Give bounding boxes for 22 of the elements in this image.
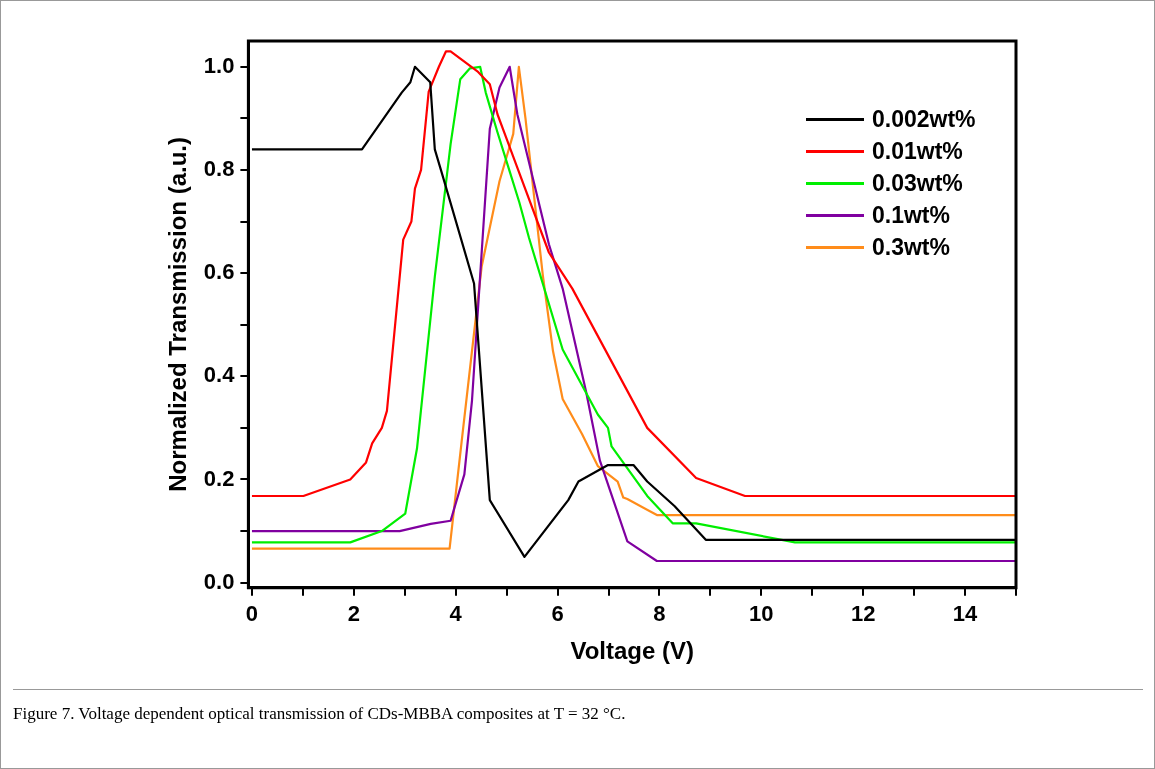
legend-label: 0.3wt% — [872, 233, 950, 261]
legend-label: 0.1wt% — [872, 201, 950, 229]
legend-label: 0.03wt% — [872, 169, 963, 197]
y-tick-label: 0.4 — [203, 362, 236, 388]
legend-label: 0.01wt% — [872, 137, 963, 165]
x-tick-label: 12 — [850, 601, 876, 627]
x-axis-title: Voltage (V) — [570, 637, 694, 665]
legend-label: 0.002wt% — [872, 105, 976, 133]
y-tick-label: 0.2 — [203, 465, 235, 491]
y-tick-label: 0.6 — [203, 259, 235, 285]
x-tick-label: 6 — [551, 601, 564, 627]
x-tick-label: 8 — [653, 601, 666, 627]
y-tick-label: 0.0 — [203, 568, 235, 594]
x-tick-label: 4 — [449, 601, 463, 627]
x-tick-label: 14 — [952, 601, 979, 627]
caption: Figure 7. Voltage dependent optical transmission of CDs-MBBA composites at T = 32 °C. — [13, 704, 627, 724]
x-tick-label: 2 — [347, 601, 360, 627]
y-axis-title: Normalized Transmission (a.u.) — [164, 137, 192, 492]
y-tick-label: 1.0 — [203, 52, 235, 78]
x-tick-label: 10 — [749, 601, 774, 627]
y-tick-label: 0.8 — [203, 156, 235, 182]
x-tick-label: 0 — [245, 601, 259, 627]
